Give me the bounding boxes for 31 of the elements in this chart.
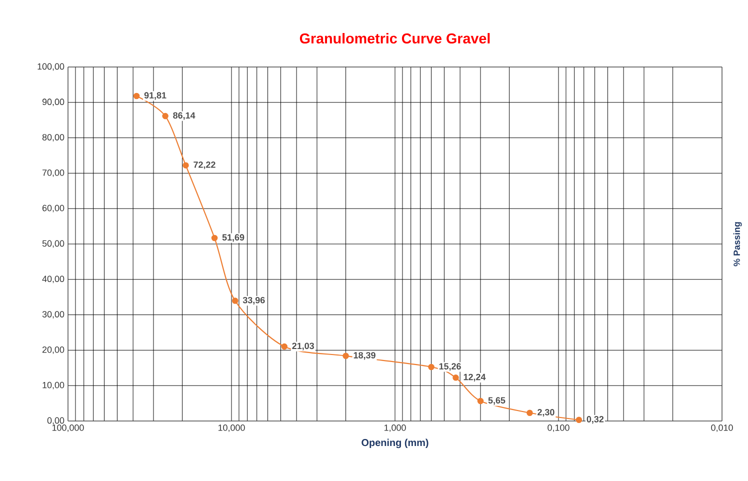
y-tick-label: 90,00 — [42, 98, 64, 106]
y-tick-label: 20,00 — [42, 346, 64, 354]
x-tick-label: 0,100 — [548, 424, 570, 432]
data-label: 0,32 — [586, 416, 604, 424]
y-tick-label: 50,00 — [42, 240, 64, 248]
data-label: 91,81 — [144, 92, 166, 100]
x-axis-title: Opening (mm) — [362, 438, 428, 448]
data-label: 5,65 — [488, 397, 506, 405]
y-tick-label: 10,00 — [42, 382, 64, 390]
y-tick-label: 40,00 — [42, 276, 64, 284]
data-label: 86,14 — [173, 112, 196, 120]
data-label: 2,30 — [538, 409, 554, 417]
data-label: 72,22 — [194, 162, 216, 170]
y-axis-title: % Passing — [733, 222, 742, 266]
x-tick-label: 100,000 — [52, 424, 84, 432]
chart-title: Granulometric Curve Gravel — [300, 33, 490, 44]
y-tick-label: 0,00 — [47, 417, 64, 425]
data-label: 33,96 — [242, 296, 265, 305]
data-label: 21,03 — [292, 342, 314, 350]
y-tick-label: 70,00 — [42, 169, 64, 177]
x-tick-label: 1,000 — [384, 424, 406, 432]
y-tick-label: 100,00 — [38, 63, 64, 71]
x-tick-label: 10,000 — [218, 424, 245, 432]
y-tick-label: 30,00 — [42, 311, 64, 318]
data-label: 18,39 — [354, 352, 376, 360]
data-label: 51,69 — [222, 234, 244, 242]
y-tick-label: 80,00 — [42, 134, 64, 142]
y-tick-label: 60,00 — [42, 204, 64, 212]
data-label: 12,24 — [464, 374, 486, 382]
x-tick-label: 0,010 — [711, 424, 733, 432]
data-label: 15,26 — [439, 363, 461, 371]
